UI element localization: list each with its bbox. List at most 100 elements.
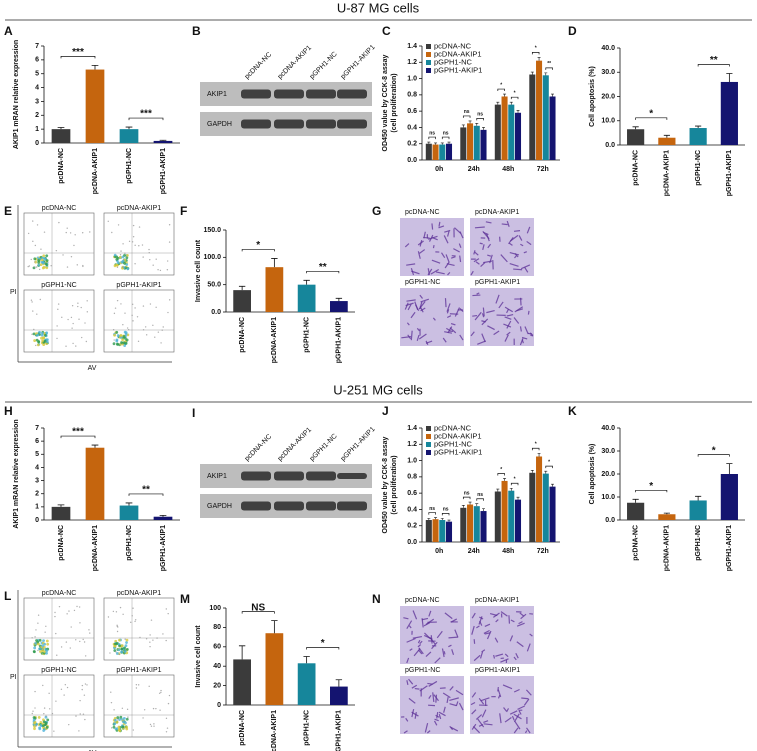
error-bar [544, 72, 548, 76]
cell-dot [112, 610, 115, 613]
cell-dot [79, 640, 81, 643]
cell-streak [406, 620, 413, 629]
cell-streak [499, 713, 502, 724]
cell-dot [66, 227, 68, 229]
cell-streak [420, 307, 426, 312]
bar [265, 267, 284, 312]
cell-dot [75, 639, 77, 641]
cell-streak [438, 713, 442, 720]
cell-streak [406, 680, 409, 686]
bar [529, 74, 536, 160]
significance-label: * [514, 477, 516, 483]
y-tick-label: 0.8 [407, 474, 417, 481]
cell-dot [44, 715, 48, 719]
section-title: U-251 MG cells [333, 382, 423, 397]
cell-streak [435, 271, 445, 275]
cell-dot [149, 723, 152, 726]
cell-streak [474, 311, 482, 321]
cell-dot [124, 644, 128, 648]
x-tick-label: 24h [468, 548, 480, 555]
cell-streak [481, 313, 485, 318]
cell-streak [406, 322, 410, 326]
y-axis-label: OD450 value by CCK-8 assay [382, 54, 389, 151]
cell-dot [149, 634, 151, 636]
significance-label: *** [72, 427, 84, 438]
blot-band [306, 501, 336, 511]
cell-dot [34, 707, 36, 709]
bar [627, 502, 645, 520]
cell-dot [119, 715, 123, 719]
cell-dot [125, 641, 128, 644]
cell-streak [486, 630, 492, 640]
error-bar [632, 498, 639, 503]
cell-streak [442, 337, 447, 343]
cell-dot [65, 345, 67, 347]
x-tick-label: pcDNA-NC [632, 525, 639, 561]
cell-dot [67, 318, 69, 321]
cell-streak [449, 686, 454, 691]
significance-label: * [649, 481, 653, 492]
cell-streak [419, 640, 423, 645]
cell-streak [431, 223, 434, 230]
cell-streak [480, 262, 486, 268]
cell-dot [69, 232, 72, 234]
y-tick-label: 10.0 [601, 494, 615, 501]
y-tick-label: 4 [35, 464, 39, 471]
cell-streak [525, 689, 532, 696]
cell-dot [78, 606, 81, 608]
significance-bracket [476, 118, 484, 121]
cell-dot [143, 709, 146, 711]
cell-streak [446, 303, 451, 312]
cell-dot [160, 691, 162, 694]
cell-streak [446, 315, 452, 319]
bar [330, 686, 348, 705]
cell-dot [158, 692, 161, 694]
bar [536, 456, 543, 542]
cell-dot [132, 729, 135, 731]
cell-dot [32, 710, 34, 712]
cell-dot [120, 303, 122, 305]
cell-dot [33, 339, 37, 342]
lane-label: pcDNA-NC [244, 51, 273, 80]
cell-dot [35, 338, 39, 342]
cell-dot [69, 647, 71, 649]
cell-dot [132, 224, 135, 227]
lane-label: pGPH1-AKIP1 [340, 426, 377, 463]
cell-dot [48, 692, 50, 695]
cell-dot [142, 256, 144, 258]
cell-streak [412, 635, 423, 639]
cell-streak [428, 680, 438, 687]
cell-streak [509, 710, 518, 715]
significance-label: ** [547, 61, 551, 67]
cell-streak [411, 684, 418, 689]
bar [330, 301, 348, 312]
cell-dot [145, 334, 148, 336]
cell-dot [42, 720, 46, 724]
error-bar [663, 134, 670, 138]
bar [501, 96, 508, 160]
cell-dot [165, 639, 167, 642]
cell-streak [447, 326, 453, 334]
cell-dot [122, 613, 124, 615]
cell-dot [56, 325, 58, 327]
significance-bracket [428, 136, 436, 140]
cell-dot [37, 614, 40, 616]
cell-streak [425, 651, 432, 657]
significance-label: ns [464, 490, 470, 496]
cell-streak [419, 249, 426, 254]
cell-streak [444, 261, 450, 269]
cell-dot [45, 725, 49, 729]
cell-streak [526, 226, 531, 234]
bar [432, 519, 439, 542]
significance-label: ns [429, 506, 435, 512]
cell-dot [40, 248, 42, 250]
cell-dot [125, 725, 128, 729]
cell-streak [476, 625, 480, 629]
x-tick-label: pcDNA-AKIP1 [664, 150, 671, 196]
bar [720, 81, 738, 145]
cell-streak [483, 629, 490, 634]
bar [689, 500, 707, 520]
cell-dot [113, 644, 117, 648]
cell-dot [122, 716, 126, 720]
bar [689, 128, 707, 145]
